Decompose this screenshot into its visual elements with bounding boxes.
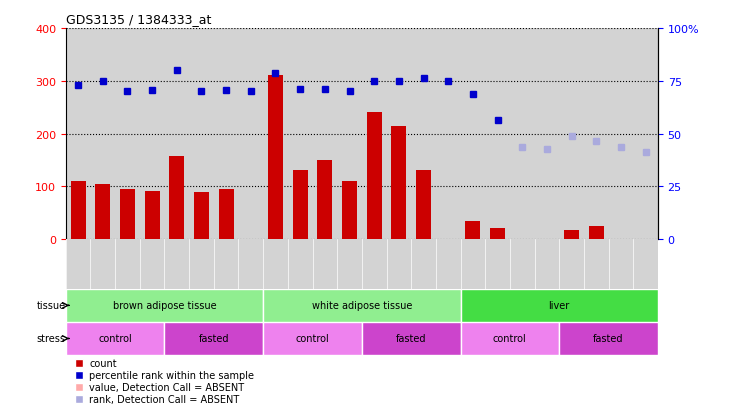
Bar [120, 190, 135, 240]
Bar [367, 113, 382, 240]
Text: stress: stress [37, 334, 66, 344]
Text: fasted: fasted [199, 334, 229, 344]
Bar [292, 171, 308, 240]
Bar [342, 182, 357, 240]
Legend: count, percentile rank within the sample, value, Detection Call = ABSENT, rank, : count, percentile rank within the sample… [71, 355, 258, 408]
Text: GDS3135 / 1384333_at: GDS3135 / 1384333_at [66, 13, 211, 26]
Bar [219, 190, 234, 240]
Text: fasted: fasted [594, 334, 624, 344]
Bar [71, 182, 86, 240]
Bar [66, 322, 164, 355]
Bar [66, 289, 263, 322]
Bar [362, 322, 461, 355]
Text: brown adipose tissue: brown adipose tissue [113, 301, 216, 311]
Bar [416, 171, 431, 240]
Text: fasted: fasted [396, 334, 426, 344]
Bar [263, 289, 461, 322]
Text: control: control [295, 334, 330, 344]
Bar [564, 230, 579, 240]
Text: white adipose tissue: white adipose tissue [311, 301, 412, 311]
Bar [170, 157, 184, 240]
Bar [466, 221, 480, 240]
Bar [391, 126, 406, 240]
Bar [461, 322, 559, 355]
Bar [559, 322, 658, 355]
Bar [164, 322, 263, 355]
Text: control: control [98, 334, 132, 344]
Bar [317, 161, 332, 240]
Bar [490, 228, 505, 240]
Bar [194, 192, 209, 240]
Bar [461, 289, 658, 322]
Text: liver: liver [548, 301, 570, 311]
Bar [145, 191, 159, 240]
Bar [588, 226, 604, 240]
Bar [263, 322, 362, 355]
Text: control: control [493, 334, 527, 344]
Text: tissue: tissue [37, 301, 66, 311]
Bar [95, 185, 110, 240]
Bar [268, 76, 283, 240]
